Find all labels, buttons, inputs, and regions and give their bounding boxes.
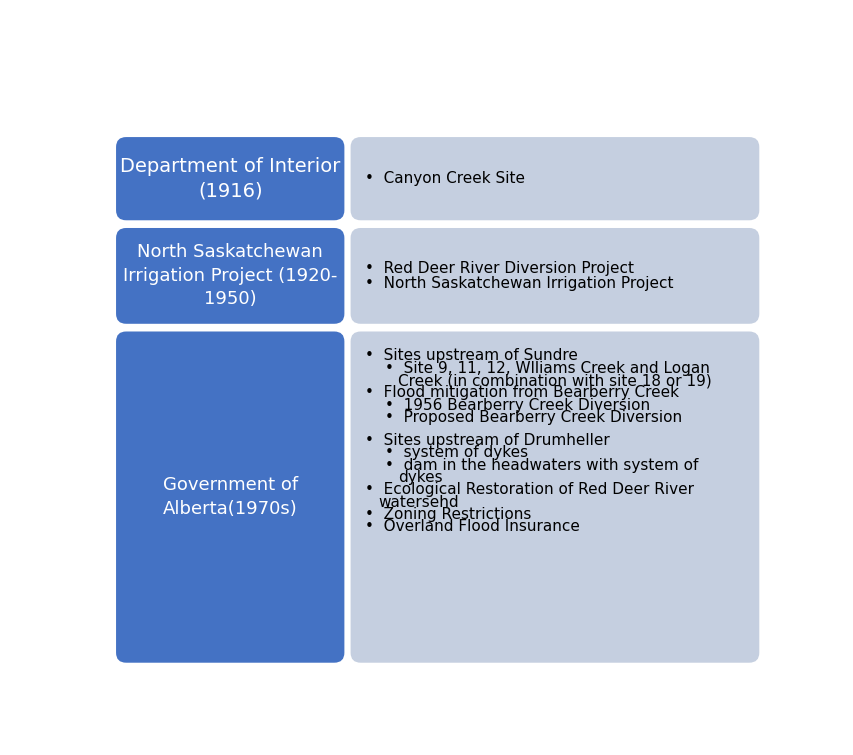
FancyBboxPatch shape xyxy=(351,228,758,324)
Text: North Saskatchewan
Irrigation Project (1920-
1950): North Saskatchewan Irrigation Project (1… xyxy=(123,243,337,309)
FancyBboxPatch shape xyxy=(351,137,758,220)
Text: •  Sites upstream of Drumheller: • Sites upstream of Drumheller xyxy=(364,433,608,448)
Text: •  system of dykes: • system of dykes xyxy=(385,445,528,461)
FancyBboxPatch shape xyxy=(116,331,344,663)
Text: dykes: dykes xyxy=(397,470,442,485)
Text: •  Proposed Bearberry Creek Diversion: • Proposed Bearberry Creek Diversion xyxy=(385,410,682,425)
Text: Department of Interior
(1916): Department of Interior (1916) xyxy=(120,157,340,201)
Text: •  dam in the headwaters with system of: • dam in the headwaters with system of xyxy=(385,458,698,473)
Text: •  1956 Bearberry Creek Diversion: • 1956 Bearberry Creek Diversion xyxy=(385,398,650,413)
Text: •  Overland Flood Insurance: • Overland Flood Insurance xyxy=(364,519,578,535)
Text: Creek (in combination with site 18 or 19): Creek (in combination with site 18 or 19… xyxy=(397,373,711,388)
Text: •  Ecological Restoration of Red Deer River: • Ecological Restoration of Red Deer Riv… xyxy=(364,482,693,498)
Text: •  Canyon Creek Site: • Canyon Creek Site xyxy=(364,171,524,186)
Text: •  Red Deer River Diversion Project: • Red Deer River Diversion Project xyxy=(364,260,633,276)
Text: •  Zoning Restrictions: • Zoning Restrictions xyxy=(364,507,531,522)
Text: Government of
Alberta(1970s): Government of Alberta(1970s) xyxy=(162,476,298,518)
Text: watersehd: watersehd xyxy=(378,495,459,510)
Text: •  Sites upstream of Sundre: • Sites upstream of Sundre xyxy=(364,348,577,363)
FancyBboxPatch shape xyxy=(116,137,344,220)
Text: •  Flood mitigation from Bearberry Creek: • Flood mitigation from Bearberry Creek xyxy=(364,385,678,400)
Text: •  North Saskatchewan Irrigation Project: • North Saskatchewan Irrigation Project xyxy=(364,276,672,291)
FancyBboxPatch shape xyxy=(351,331,758,663)
Text: •  Site 9, 11, 12, Wlliams Creek and Logan: • Site 9, 11, 12, Wlliams Creek and Loga… xyxy=(385,361,710,376)
FancyBboxPatch shape xyxy=(116,228,344,324)
